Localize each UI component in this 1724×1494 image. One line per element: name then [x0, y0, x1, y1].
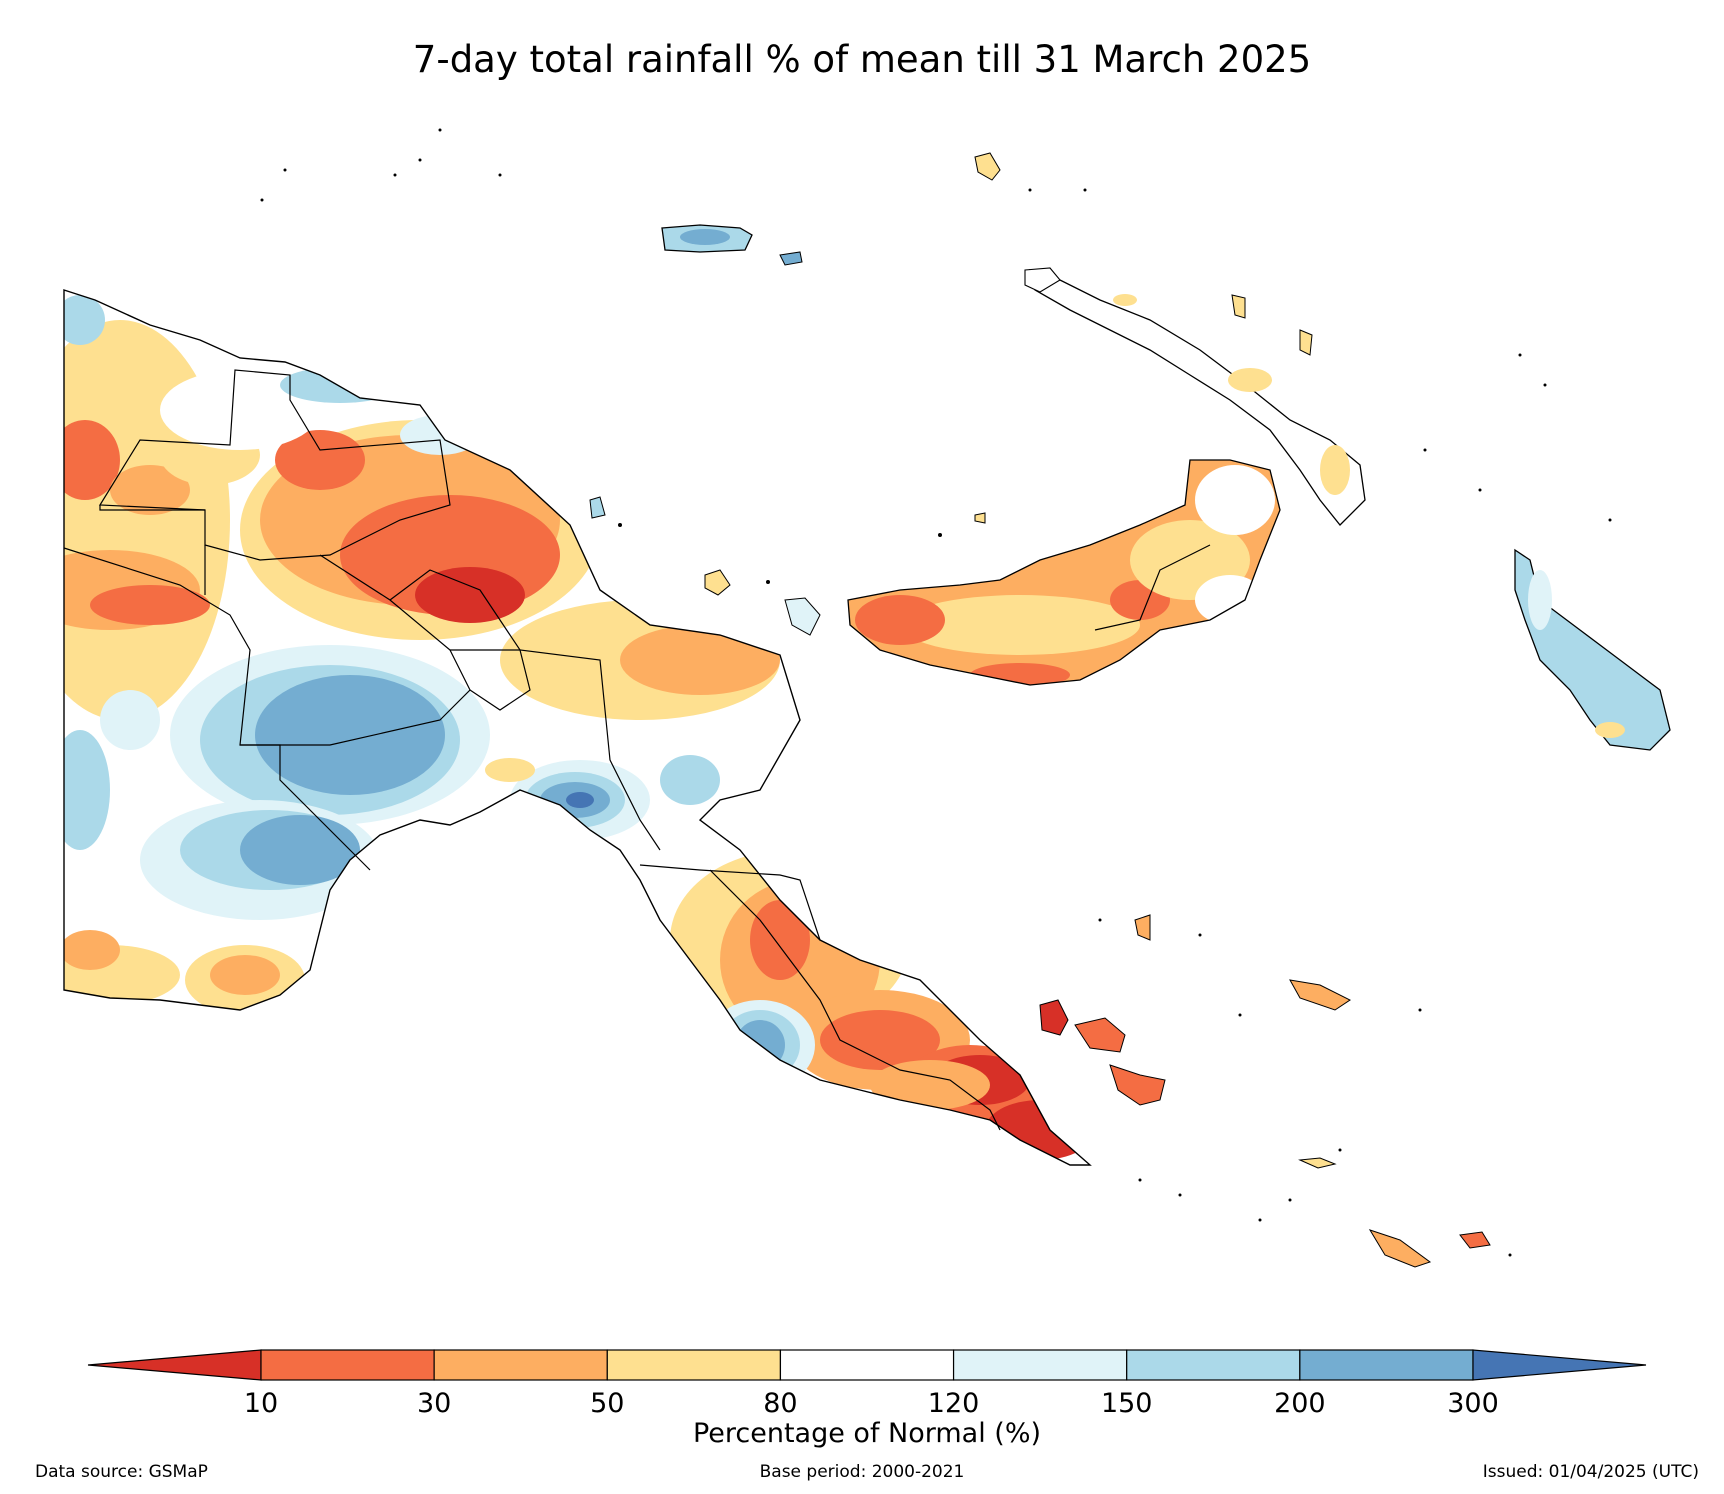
karkar-island [704, 569, 731, 596]
bougainville-light [1528, 570, 1552, 630]
colorbar-segment [606, 1349, 782, 1381]
manus-blue [680, 229, 730, 245]
sudest-island [1368, 1229, 1432, 1268]
new-britain-coastline [847, 459, 1281, 686]
trobriand-island [1134, 914, 1151, 941]
colorbar-tick-label: 10 [244, 1388, 278, 1419]
new-britain-border [1094, 544, 1211, 631]
colorbar-segment [952, 1349, 1128, 1381]
mainland-shading [64, 290, 1090, 1165]
umboi-island [974, 512, 986, 524]
small-islands [260, 128, 1612, 1257]
colorbar-segment [433, 1349, 608, 1381]
fergusson-island [1074, 1017, 1126, 1053]
normanby-island [1109, 1064, 1166, 1106]
misima-island [1298, 1157, 1337, 1169]
colorbar-tick-label: 30 [417, 1388, 451, 1419]
new-ireland-yellow-1 [1228, 368, 1272, 392]
colorbar-tick-label: 50 [590, 1388, 624, 1419]
new-ireland-yellow-2 [1320, 445, 1350, 495]
tabar-island [1231, 294, 1246, 319]
long-island [784, 597, 821, 636]
issued-text: Issued: 01/04/2025 (UTC) [1482, 1462, 1699, 1482]
new-hanover-island [1024, 267, 1061, 293]
colorbar-segment [1299, 1349, 1474, 1381]
colorbar-label: Percentage of Normal (%) [693, 1418, 1041, 1449]
colorbar-extend-low [87, 1349, 262, 1381]
mussau-island [974, 152, 1001, 181]
colorbar-tick-label: 150 [1101, 1388, 1153, 1419]
colorbar: 10 30 50 80 120 150 200 300 Percentage of Normal… [87, 1349, 1647, 1449]
new-britain-shading [848, 460, 1280, 685]
province-borders [63, 369, 1001, 1131]
colorbar-segment [260, 1349, 435, 1381]
new-ireland-yellow-3 [1113, 294, 1137, 306]
woodlark-island [1289, 979, 1351, 1011]
data-source-text: Data source: GSMaP [35, 1462, 208, 1482]
colorbar-segment [779, 1349, 955, 1381]
colorbar-tick-label: 200 [1274, 1388, 1326, 1419]
colorbar-tick-label: 80 [763, 1388, 797, 1419]
base-period-text: Base period: 2000-2021 [759, 1462, 965, 1482]
colorbar-tick-label: 300 [1447, 1388, 1499, 1419]
map-title: 7-day total rainfall % of mean till 31 M… [412, 38, 1312, 81]
new-ireland-island [1029, 269, 1366, 526]
rossel-island [1459, 1231, 1491, 1249]
mainland-coastline [63, 289, 1092, 1166]
bougainville-island [1514, 548, 1671, 751]
bougainville-yellow [1595, 722, 1625, 738]
goodenough-island [1039, 999, 1069, 1036]
lihir-island [1299, 329, 1313, 356]
colorbar-tick-label: 120 [928, 1388, 980, 1419]
manus-small-island [779, 251, 803, 266]
colorbar-segment [1126, 1349, 1301, 1381]
colorbar-extend-high [1472, 1349, 1647, 1381]
wuvulu-island [589, 496, 606, 519]
